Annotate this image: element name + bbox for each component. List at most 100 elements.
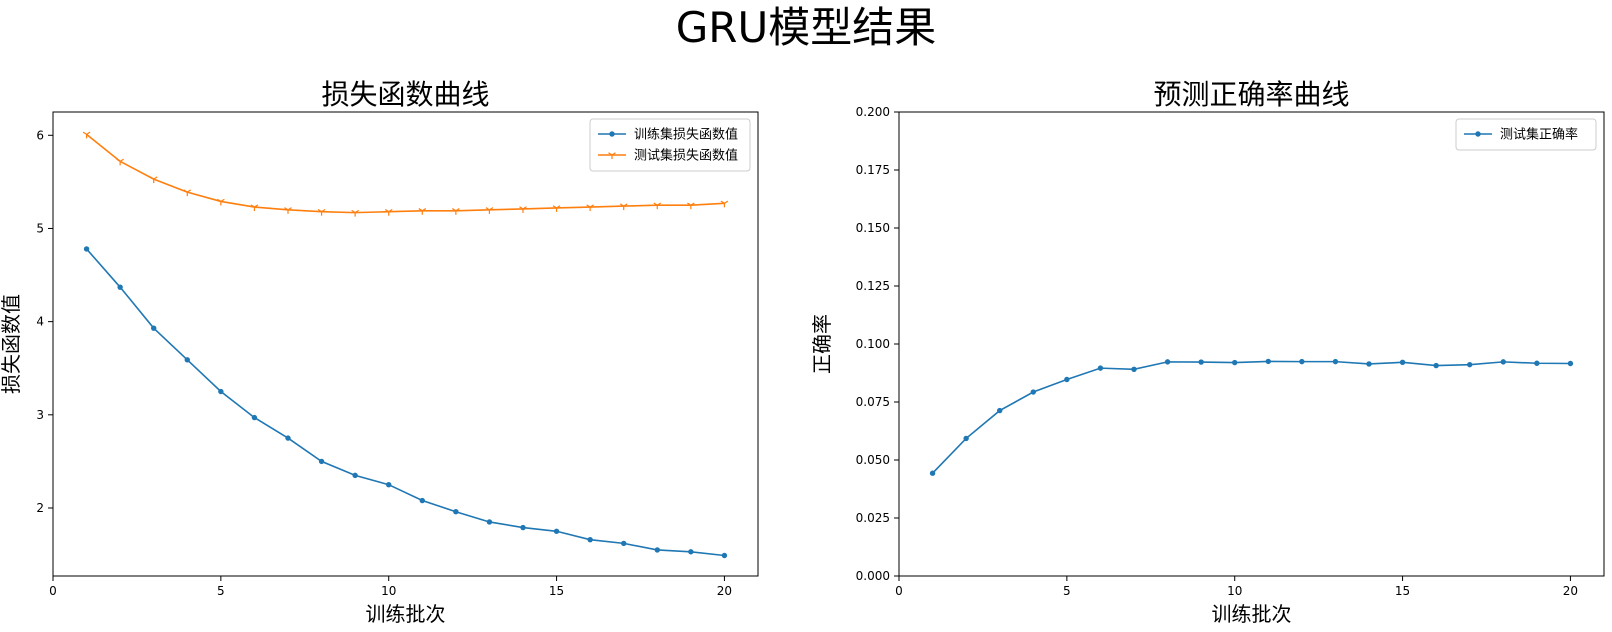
data-point [587,536,593,543]
data-point [621,540,627,547]
legend-box [589,118,751,172]
marker-stroke [82,131,87,135]
x-tick-label: 15 [549,584,564,598]
chart-title: 损失函数曲线 [321,78,489,111]
data-point [1064,376,1070,383]
marker-stroke [250,204,255,208]
data-point [519,206,527,213]
plot-frame [52,111,759,577]
legend: 测试集正确率 [1455,118,1597,151]
data-point [1399,359,1406,366]
data-point [317,208,326,216]
marker-stroke [321,208,326,213]
marker-stroke [724,200,729,204]
data-point [419,497,425,504]
data-point [720,200,729,208]
data-point [452,208,460,215]
marker-stroke [384,208,390,213]
marker-stroke [116,158,121,162]
marker-stroke [653,202,658,206]
marker-stroke [149,176,155,180]
x-tick-label: 5 [217,584,225,598]
data-point [284,207,292,214]
legend-entry: 测试集正确率 [1464,127,1578,143]
legend-label: 测试集正确率 [1500,127,1578,143]
data-point [963,435,969,442]
marker-stroke [186,189,192,193]
data-point [1567,360,1574,367]
legend-label: 训练集损失函数值 [634,127,738,143]
y-tick-label: 0.050 [856,453,890,467]
chart-title: 预测正确率曲线 [1153,78,1349,111]
data-point [553,528,560,534]
legend-marker [1475,131,1481,137]
data-point [285,435,291,441]
x-tick-label: 5 [1063,584,1071,598]
y-tick-label: 6 [36,128,44,142]
data-point [1332,358,1339,365]
x-tick-label: 0 [895,584,903,598]
data-point [552,205,561,212]
data-point [1433,362,1439,369]
x-tick-label: 0 [49,584,57,598]
data-point [352,472,358,479]
data-point [149,176,158,184]
data-point [218,388,224,395]
series-1 [929,358,1574,476]
data-point [250,204,259,212]
x-tick-label: 10 [381,584,396,598]
data-point [1500,359,1506,365]
data-point [485,207,494,214]
data-point [1030,389,1036,395]
data-point [1097,365,1104,371]
x-tick-label: 20 [717,584,732,598]
x-tick-label: 15 [1395,584,1410,598]
marker-stroke [254,204,259,208]
data-point [1534,360,1540,366]
data-point [687,202,695,210]
legend-entry: 测试集损失函数值 [598,148,738,164]
data-point [351,209,359,217]
series-2 [82,131,729,217]
data-point [653,202,662,210]
x-tick-label: 20 [1563,584,1578,598]
data-point [384,208,393,216]
marker-stroke [153,176,158,180]
legend-label: 测试集损失函数值 [634,148,738,164]
marker-stroke [86,131,91,135]
data-point [151,325,157,331]
y-axis-title: 正确率 [810,314,834,374]
data-point [318,458,325,465]
marker-stroke [586,204,591,208]
data-point [251,414,258,421]
marker-stroke [608,152,613,156]
data-point [453,509,459,515]
marker-stroke [119,158,124,162]
data-point [1366,361,1372,367]
data-point [386,481,392,488]
data-point [997,407,1003,414]
data-point [688,549,694,555]
series-line [85,248,725,557]
data-point [721,552,728,559]
marker-stroke [623,203,628,207]
marker-stroke [183,189,188,193]
data-point [1164,359,1171,365]
y-tick-label: 0.125 [856,279,890,293]
data-point [83,246,90,252]
data-point [520,524,526,531]
data-point [1131,366,1137,372]
y-tick-label: 0.150 [856,221,890,235]
legend-box [1455,118,1597,151]
data-point [116,158,124,166]
marker-stroke [720,200,725,204]
legend-marker [608,152,616,159]
plot-frame [898,111,1605,577]
figure-title: GRU模型结果 [675,3,937,52]
series-line [86,133,725,214]
marker-stroke [489,207,494,211]
marker-stroke [351,209,356,214]
marker-stroke [687,202,692,206]
